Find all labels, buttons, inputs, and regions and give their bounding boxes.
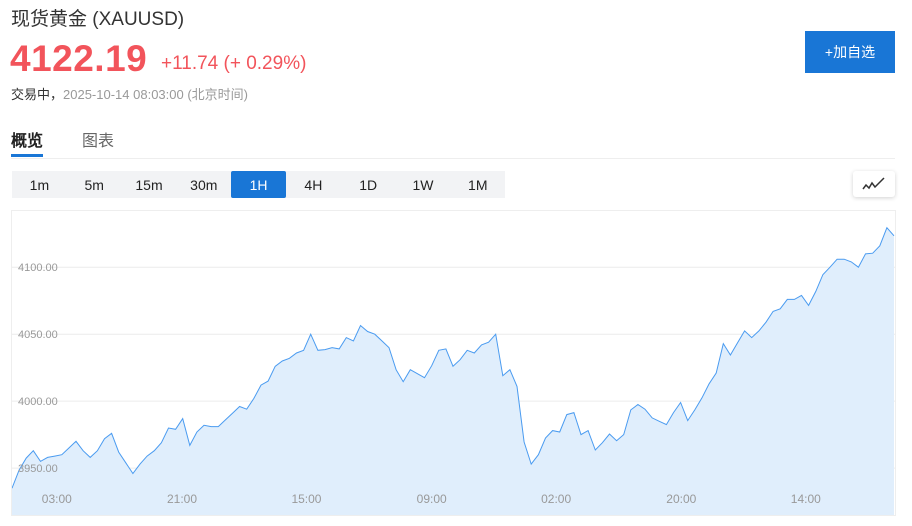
period-15m[interactable]: 15m [135, 176, 163, 193]
active-tab-indicator [11, 154, 43, 157]
instrument-title: 现货黄金 (XAUUSD) [11, 9, 185, 30]
period-1mo[interactable]: 1M [468, 176, 488, 193]
line-chart-icon [862, 177, 885, 190]
x-tick-label: 03:00 [42, 492, 72, 506]
period-30m[interactable]: 30m [190, 176, 218, 193]
period-5m[interactable]: 5m [84, 176, 104, 193]
tab-overview[interactable]: 概览 [11, 133, 44, 150]
x-tick-label: 02:00 [541, 492, 571, 506]
x-tick-label: 20:00 [666, 492, 696, 506]
chart-type-button[interactable] [853, 171, 895, 197]
trading-status: 交易中，2025-10-14 08:03:00 (北京时间) [11, 84, 248, 103]
period-1h[interactable]: 1H [231, 171, 286, 198]
add-watchlist-button[interactable]: +加自选 [805, 31, 895, 73]
tab-chart[interactable]: 图表 [82, 133, 115, 150]
x-tick-label: 21:00 [167, 492, 197, 506]
price-line [12, 226, 895, 489]
tab-divider [11, 158, 895, 159]
price-chart[interactable]: 4100.00 4050.00 4000.00 3950.00 03:00 21:00 15… [11, 210, 896, 516]
period-1w[interactable]: 1W [412, 176, 434, 193]
status-text: 交易中， [11, 87, 64, 102]
y-tick-label: 4050.00 [18, 329, 58, 341]
period-1d[interactable]: 1D [359, 176, 378, 193]
last-price: 4122.19 [10, 38, 148, 79]
price-chart-svg: 4100.00 4050.00 4000.00 3950.00 03:00 21:00 15… [12, 226, 895, 515]
period-selector: 1m 5m 15m 30m 1H 4H 1D 1W 1M [12, 171, 506, 198]
y-tick-label: 4100.00 [18, 262, 58, 274]
x-tick-label: 14:00 [791, 492, 821, 506]
x-tick-label: 15:00 [291, 492, 321, 506]
y-tick-label: 3950.00 [18, 463, 58, 475]
period-1m[interactable]: 1m [29, 176, 50, 193]
price-area [12, 227, 894, 515]
period-4h[interactable]: 4H [304, 176, 323, 193]
timestamp: 2025-10-14 08:03:00 (北京时间) [63, 87, 248, 102]
y-tick-label: 4000.00 [18, 396, 58, 408]
x-tick-label: 09:00 [417, 492, 447, 506]
price-change: +11.74 (+ 0.29%) [161, 53, 307, 74]
